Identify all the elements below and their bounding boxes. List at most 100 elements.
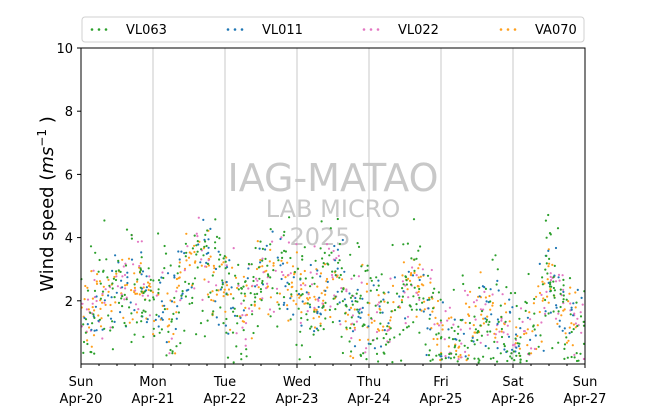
point-VL011 bbox=[334, 259, 337, 262]
point-VL011 bbox=[558, 319, 561, 322]
point-VL063 bbox=[309, 355, 312, 359]
point-VL063 bbox=[519, 361, 522, 364]
point-VL063 bbox=[191, 247, 194, 250]
point-VL011 bbox=[173, 276, 176, 279]
point-VL063 bbox=[336, 303, 339, 306]
point-VA070 bbox=[128, 321, 131, 324]
point-VL022 bbox=[331, 276, 334, 279]
point-VL063 bbox=[277, 259, 280, 262]
point-VL063 bbox=[108, 284, 111, 287]
point-VL063 bbox=[369, 289, 372, 292]
point-VL063 bbox=[221, 283, 224, 286]
point-VA070 bbox=[261, 265, 264, 268]
point-VA070 bbox=[284, 276, 287, 279]
point-VL022 bbox=[483, 290, 486, 293]
point-VL063 bbox=[341, 351, 344, 355]
point-VL011 bbox=[455, 338, 458, 341]
point-VL063 bbox=[549, 289, 553, 292]
watermark-line2: LAB MICRO bbox=[266, 195, 401, 223]
point-VL063 bbox=[338, 242, 341, 246]
point-VL011 bbox=[549, 311, 552, 314]
point-VL011 bbox=[86, 323, 89, 326]
point-VL063 bbox=[157, 291, 160, 295]
point-VL063 bbox=[466, 357, 469, 360]
point-VL063 bbox=[413, 269, 416, 272]
point-VA070 bbox=[124, 284, 127, 287]
point-VA070 bbox=[556, 322, 559, 325]
point-VL022 bbox=[215, 284, 218, 287]
point-VL022 bbox=[430, 268, 433, 272]
point-VL011 bbox=[292, 313, 295, 316]
point-VL063 bbox=[99, 282, 102, 285]
point-VL011 bbox=[160, 317, 163, 320]
point-VL011 bbox=[489, 288, 492, 291]
point-VL063 bbox=[486, 330, 489, 333]
point-VL022 bbox=[443, 338, 446, 341]
point-VL022 bbox=[579, 311, 582, 314]
point-VL063 bbox=[340, 290, 343, 293]
point-VL022 bbox=[237, 284, 240, 287]
point-VL022 bbox=[459, 328, 462, 331]
point-VL011 bbox=[141, 270, 145, 273]
point-VL022 bbox=[207, 280, 210, 283]
point-VL022 bbox=[411, 266, 414, 269]
point-VL011 bbox=[419, 308, 422, 311]
point-VA070 bbox=[482, 322, 485, 325]
x-tick-label-day: Wed bbox=[283, 375, 311, 390]
point-VL011 bbox=[161, 311, 165, 314]
point-VL063 bbox=[356, 242, 359, 245]
point-VL022 bbox=[406, 315, 410, 318]
point-VL011 bbox=[180, 250, 183, 253]
point-VL022 bbox=[474, 318, 477, 321]
point-VL011 bbox=[209, 227, 212, 230]
point-VL063 bbox=[393, 309, 397, 312]
point-VL063 bbox=[290, 293, 293, 296]
point-VL063 bbox=[351, 303, 354, 306]
point-VL063 bbox=[331, 270, 334, 273]
point-VL022 bbox=[261, 297, 264, 300]
point-VL063 bbox=[439, 337, 443, 340]
point-VA070 bbox=[373, 319, 376, 322]
point-VA070 bbox=[100, 317, 103, 320]
point-VA070 bbox=[408, 279, 412, 282]
point-VL063 bbox=[140, 315, 143, 318]
point-VL011 bbox=[359, 316, 362, 319]
point-VA070 bbox=[149, 285, 152, 288]
point-VL063 bbox=[391, 243, 394, 247]
point-VA070 bbox=[315, 308, 318, 311]
point-VL011 bbox=[129, 301, 132, 304]
point-VL063 bbox=[260, 299, 263, 302]
point-VL063 bbox=[510, 352, 513, 355]
point-VL022 bbox=[558, 279, 561, 282]
point-VL022 bbox=[554, 317, 558, 320]
point-VA070 bbox=[447, 317, 450, 320]
point-VL063 bbox=[451, 338, 455, 341]
point-VA070 bbox=[209, 255, 212, 258]
point-VL063 bbox=[413, 286, 416, 289]
point-VL011 bbox=[555, 304, 558, 307]
point-VA070 bbox=[370, 321, 373, 324]
point-VL063 bbox=[152, 298, 155, 301]
point-VL063 bbox=[565, 298, 568, 301]
point-VA070 bbox=[538, 291, 542, 295]
point-VL063 bbox=[437, 332, 440, 335]
point-VL063 bbox=[105, 258, 108, 261]
point-VL022 bbox=[345, 288, 348, 291]
point-VL063 bbox=[324, 317, 327, 320]
point-VL063 bbox=[185, 251, 188, 254]
point-VL063 bbox=[167, 330, 170, 333]
point-VL063 bbox=[559, 292, 562, 295]
point-VA070 bbox=[541, 299, 544, 302]
point-VA070 bbox=[136, 280, 139, 283]
point-VA070 bbox=[139, 262, 142, 265]
point-VL011 bbox=[83, 316, 86, 320]
point-VA070 bbox=[423, 308, 426, 311]
point-VA070 bbox=[290, 295, 293, 298]
point-VL063 bbox=[468, 321, 471, 325]
point-VL022 bbox=[91, 302, 94, 305]
point-VL063 bbox=[321, 257, 324, 260]
point-VL063 bbox=[219, 253, 222, 256]
point-VL022 bbox=[466, 294, 469, 297]
point-VL011 bbox=[289, 297, 292, 300]
point-VL063 bbox=[244, 280, 247, 283]
